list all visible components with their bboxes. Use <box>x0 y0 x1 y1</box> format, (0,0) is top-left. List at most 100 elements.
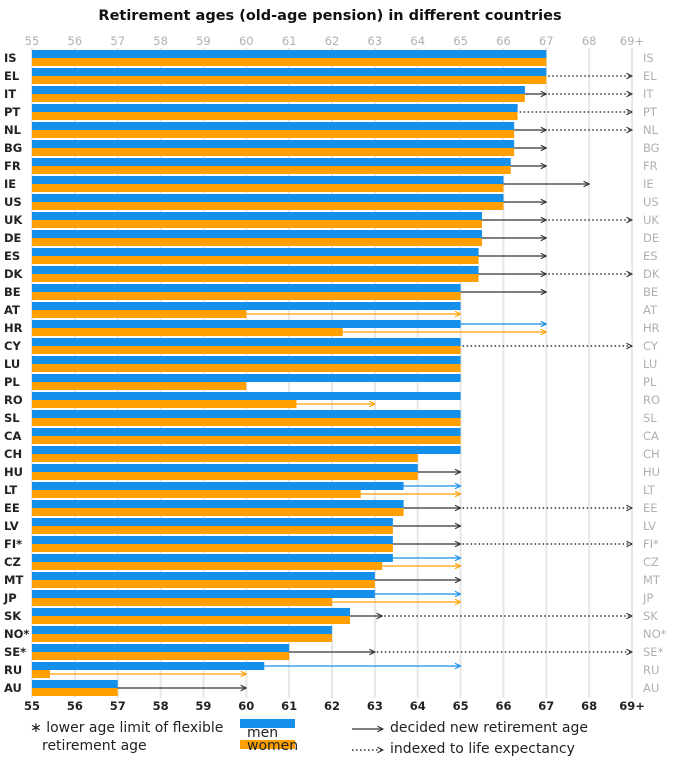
x-tick-label-top: 64 <box>410 34 425 48</box>
bar-men-NO* <box>32 626 333 634</box>
x-tick-label-bottom: 59 <box>195 699 211 713</box>
bar-women-EL <box>32 76 547 84</box>
bar-men-UK <box>32 212 483 220</box>
country-label-right: PT <box>643 105 658 119</box>
bar-men-IE <box>32 176 504 184</box>
country-label: MT <box>4 573 23 587</box>
country-label: PL <box>4 375 20 389</box>
bar-women-IE <box>32 184 504 192</box>
country-label-right: SE* <box>643 645 664 659</box>
country-label-right: IT <box>643 87 654 101</box>
bar-women-US <box>32 202 504 210</box>
bar-women-AT <box>32 310 247 318</box>
country-label-right: IE <box>643 177 654 191</box>
country-label: CZ <box>4 555 21 569</box>
country-label-right: EL <box>643 69 657 83</box>
bar-women-HR <box>32 328 343 336</box>
bar-men-SL <box>32 410 461 418</box>
x-tick-label-bottom: 65 <box>453 699 469 713</box>
bar-women-MT <box>32 580 375 588</box>
country-label: FI* <box>4 537 22 551</box>
country-label-right: SK <box>643 609 658 623</box>
x-tick-label-top: 57 <box>110 34 125 48</box>
country-label: IS <box>4 51 17 65</box>
country-label: DK <box>4 267 24 281</box>
bar-men-SK <box>32 608 351 616</box>
bar-men-LU <box>32 356 461 364</box>
bar-women-SE* <box>32 652 290 660</box>
bar-men-EL <box>32 68 547 76</box>
bar-women-DK <box>32 274 479 282</box>
country-label-right: CZ <box>643 555 659 569</box>
bar-men-ES <box>32 248 479 256</box>
x-tick-label-top: 63 <box>368 34 383 48</box>
country-label-right: LV <box>643 519 656 533</box>
country-label-right: RO <box>643 393 660 407</box>
x-tick-label-top: 55 <box>25 34 40 48</box>
bar-men-SE* <box>32 644 290 652</box>
bar-men-DK <box>32 266 479 274</box>
bar-women-UK <box>32 220 483 228</box>
country-label: PT <box>4 105 20 119</box>
country-label-right: CA <box>643 429 659 443</box>
country-label: SL <box>4 411 20 425</box>
country-label-right: NL <box>643 123 659 137</box>
bar-women-IT <box>32 94 525 102</box>
bar-women-LV <box>32 526 393 534</box>
bar-women-PT <box>32 112 518 120</box>
bar-men-PL <box>32 374 461 382</box>
country-label: CY <box>4 339 21 353</box>
legend-note-line1: lower age limit of flexible <box>46 720 224 736</box>
bar-women-HU <box>32 472 418 480</box>
x-tick-label-bottom: 61 <box>281 699 297 713</box>
x-tick-label-bottom: 57 <box>110 699 126 713</box>
country-label-right: US <box>643 195 659 209</box>
bar-women-NL <box>32 130 515 138</box>
bar-men-CH <box>32 446 461 454</box>
bar-men-FR <box>32 158 511 166</box>
x-tick-label-top: 69+ <box>620 34 644 48</box>
bar-men-PT <box>32 104 518 112</box>
country-label: LV <box>4 519 19 533</box>
x-tick-label-bottom: 67 <box>538 699 554 713</box>
country-label: BG <box>4 141 22 155</box>
x-tick-label-top: 61 <box>282 34 297 48</box>
bar-women-RU <box>32 670 51 678</box>
bar-men-CZ <box>32 554 393 562</box>
country-label-right: LT <box>643 483 656 497</box>
bar-women-NO* <box>32 634 333 642</box>
legend-arrow-icons <box>352 720 390 760</box>
x-tick-label-top: 60 <box>239 34 254 48</box>
country-label: US <box>4 195 22 209</box>
bar-men-MT <box>32 572 375 580</box>
bar-women-CZ <box>32 562 383 570</box>
bar-women-PL <box>32 382 247 390</box>
bar-men-RU <box>32 662 265 670</box>
x-tick-label-bottom: 58 <box>153 699 169 713</box>
country-label-right: FR <box>643 159 658 173</box>
bar-women-AU <box>32 688 118 696</box>
legend-women-label: women <box>247 738 299 754</box>
star-symbol: ∗ <box>30 720 42 736</box>
bar-men-LT <box>32 482 404 490</box>
country-label-right: IS <box>643 51 654 65</box>
legend-men-label: men <box>247 725 279 741</box>
country-label: HR <box>4 321 23 335</box>
bar-men-HU <box>32 464 418 472</box>
bar-men-HR <box>32 320 461 328</box>
country-label-right: BE <box>643 285 658 299</box>
country-label: SK <box>4 609 22 623</box>
country-label: RU <box>4 663 22 677</box>
country-label-right: NO* <box>643 627 667 641</box>
country-label: RO <box>4 393 23 407</box>
country-label: JP <box>3 591 17 605</box>
bar-men-NL <box>32 122 515 130</box>
country-label: LU <box>4 357 20 371</box>
bar-women-CY <box>32 346 461 354</box>
legend-note-line2: retirement age <box>42 738 147 754</box>
bar-men-RO <box>32 392 461 400</box>
x-tick-label-top: 62 <box>325 34 340 48</box>
bar-men-IS <box>32 50 547 58</box>
country-label-right: CY <box>643 339 659 353</box>
